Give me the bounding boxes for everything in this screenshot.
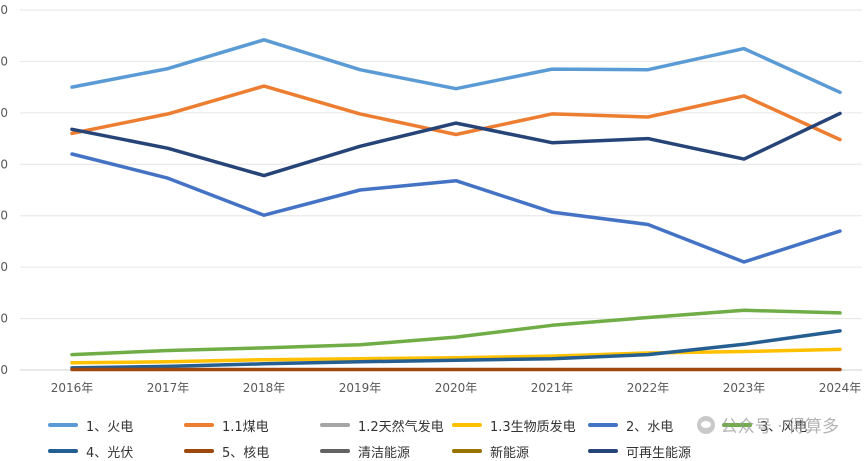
legend-item: 可再生能源	[588, 441, 691, 461]
x-tick-label: 2023年	[723, 381, 766, 395]
legend-swatch	[452, 423, 482, 427]
legend-label: 2、水电	[626, 419, 674, 435]
series-line-4	[70, 347, 842, 365]
x-tick-label: 2018年	[243, 381, 286, 395]
y-tick-label: 50	[0, 106, 8, 120]
watermark-text: 公众号 · 得算多	[720, 417, 839, 437]
legend-label: 1.3生物质发电	[490, 419, 576, 435]
legend-swatch	[48, 449, 78, 453]
y-tick-label: 70	[0, 3, 8, 17]
series-line-2	[70, 84, 842, 142]
legend-item: 新能源	[452, 441, 529, 461]
x-tick-label: 2021年	[531, 381, 574, 395]
legend-swatch	[320, 423, 350, 427]
legend-item: 清洁能源	[320, 441, 410, 461]
legend-swatch	[722, 423, 752, 427]
wechat-icon	[696, 415, 715, 434]
legend-swatch	[184, 449, 214, 453]
legend-swatch	[48, 423, 78, 427]
legend: 1、火电 1.1煤电 1.2天然气发电 1.3生物质发电 2、水电 3、风电 4、光伏 5、核…	[0, 412, 865, 461]
y-tick-label: 60	[0, 54, 8, 68]
legend-label: 新能源	[490, 445, 530, 461]
x-tick-label: 2024年	[819, 381, 862, 395]
legend-label: 1、火电	[86, 419, 134, 435]
legend-label: 可再生能源	[626, 445, 692, 461]
series-line-1	[70, 38, 842, 95]
legend-swatch	[588, 449, 618, 453]
legend-item: 3、风电	[722, 415, 807, 435]
legend-item: 4、光伏	[48, 441, 133, 461]
x-tick-label: 2022年	[627, 381, 670, 395]
legend-label: 5、核电	[222, 445, 270, 461]
series-line-5	[70, 152, 842, 264]
legend-label: 清洁能源	[358, 445, 411, 461]
legend-item: 1.2天然气发电	[320, 415, 444, 435]
legend-item: 5、核电	[184, 441, 269, 461]
x-tick-label: 2020年	[435, 381, 478, 395]
y-tick-label: 20	[0, 260, 8, 274]
x-tick-label: 2017年	[147, 381, 190, 395]
y-tick-label: 0	[0, 363, 8, 377]
x-tick-label: 2016年	[51, 381, 94, 395]
y-tick-label: 40	[0, 157, 8, 171]
series-line-6	[70, 308, 842, 357]
legend-label: 4、光伏	[86, 445, 134, 461]
legend-label: 3、风电	[760, 419, 808, 435]
x-tick-label: 2019年	[339, 381, 382, 395]
y-tick-label: 30	[0, 209, 8, 223]
legend-label: 1.2天然气发电	[358, 419, 444, 435]
legend-item: 2、水电	[588, 415, 673, 435]
legend-swatch	[320, 449, 350, 453]
legend-item: 1.1煤电	[184, 415, 269, 435]
legend-item: 1.3生物质发电	[452, 415, 576, 435]
legend-swatch	[184, 423, 214, 427]
line-chart: 0 10 20 30 40 50 60 70 2016年 2017年 2018年 2019年 2020年…	[0, 3, 862, 395]
series-line-11	[70, 111, 842, 178]
legend-swatch	[452, 449, 482, 453]
legend-label: 1.1煤电	[222, 419, 269, 435]
series-line-7	[70, 329, 842, 370]
watermark: 公众号 · 得算多	[696, 412, 839, 437]
y-tick-label: 10	[0, 312, 8, 326]
legend-swatch	[588, 423, 618, 427]
legend-item: 1、火电	[48, 415, 133, 435]
